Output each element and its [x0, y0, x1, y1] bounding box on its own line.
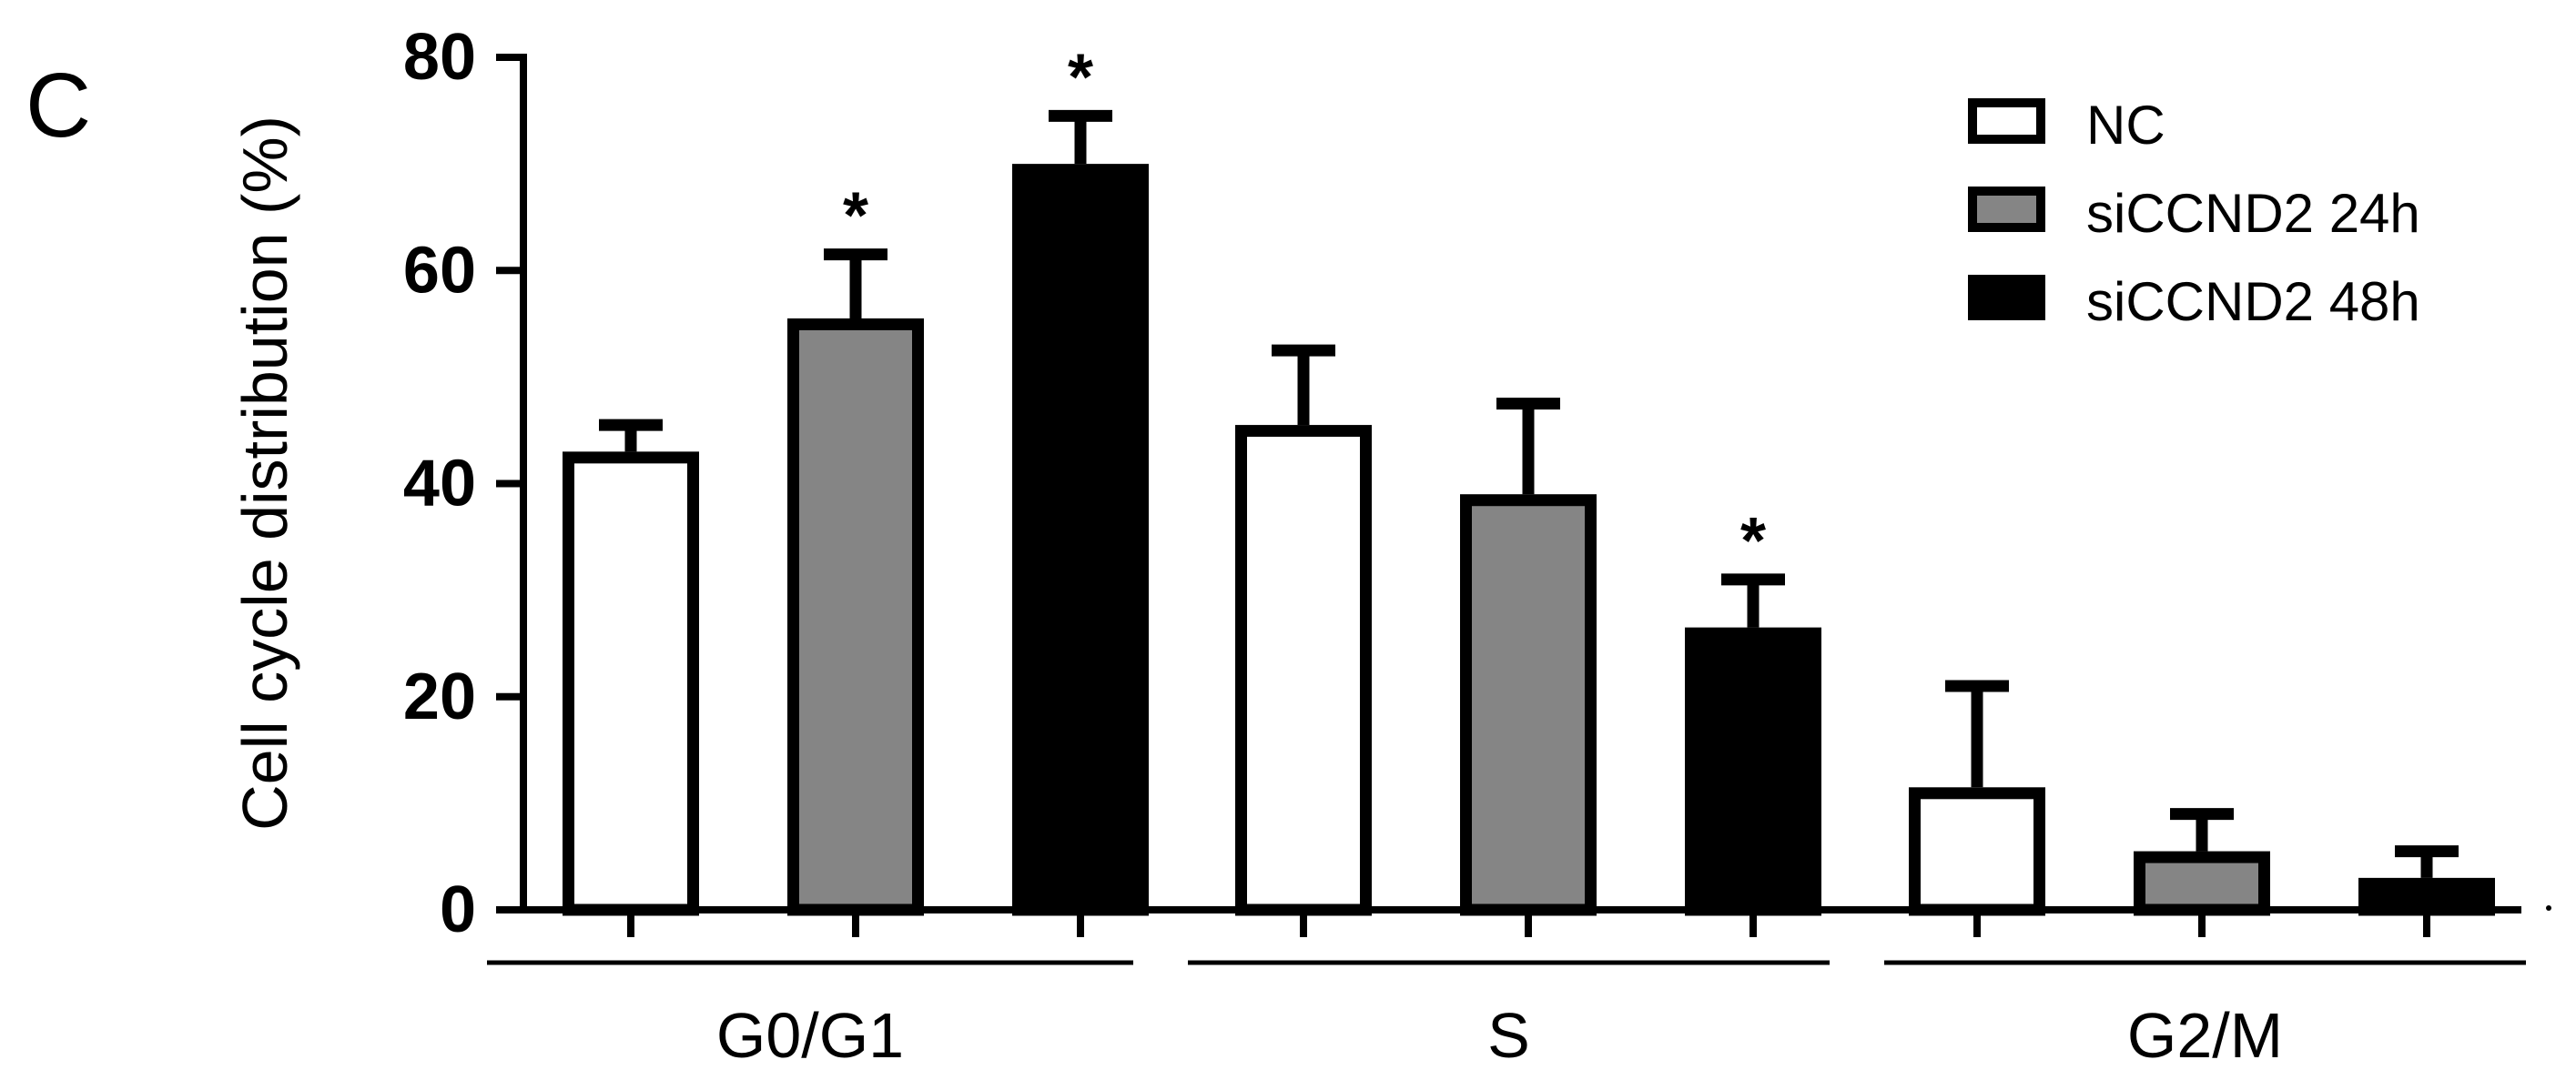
- bar: [2134, 851, 2270, 916]
- axis-end-dot: [2546, 905, 2551, 911]
- significance-mark: *: [1740, 505, 1766, 578]
- bar: [787, 318, 924, 916]
- y-tick-label: 0: [440, 873, 476, 946]
- legend-swatch: [1968, 98, 2045, 144]
- x-category-label: G0/G1: [716, 1000, 904, 1071]
- bar: [2358, 877, 2495, 916]
- legend: NC siCCND2 24h siCCND2 48h: [1968, 95, 2420, 332]
- panel-label: C: [25, 55, 91, 156]
- bar: [1012, 164, 1149, 916]
- y-axis-label: Cell cycle distribution (%): [229, 116, 300, 831]
- legend-swatch: [1968, 187, 2045, 232]
- bar: [1685, 627, 1821, 916]
- legend-label: siCCND2 24h: [2086, 183, 2420, 244]
- y-tick-label: 60: [403, 234, 476, 307]
- bar: [1460, 494, 1597, 916]
- bar: [563, 451, 699, 916]
- x-category-label: S: [1487, 1000, 1530, 1071]
- plot-area: 0 20 40 60 80 * * G0/G1 * S G2/M: [403, 21, 2551, 1071]
- legend-label: NC: [2086, 95, 2165, 156]
- y-tick-label: 80: [403, 21, 476, 94]
- y-tick-label: 20: [403, 661, 476, 733]
- legend-label: siCCND2 48h: [2086, 271, 2420, 332]
- bar: [1235, 425, 1372, 916]
- bar: [1909, 787, 2045, 916]
- significance-mark: *: [1068, 41, 1093, 114]
- y-tick-label: 40: [403, 448, 476, 520]
- significance-mark: *: [843, 180, 868, 253]
- x-category-label: G2/M: [2127, 1000, 2283, 1071]
- legend-swatch: [1968, 275, 2045, 320]
